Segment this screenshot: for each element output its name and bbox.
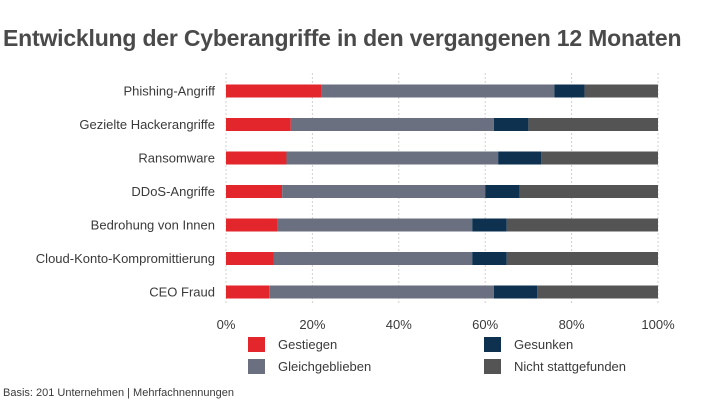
legend-swatch-gesunken bbox=[484, 337, 501, 352]
x-tick-label: 100% bbox=[641, 317, 675, 332]
bar-segment bbox=[226, 185, 283, 198]
bar-segment bbox=[519, 185, 658, 198]
legend-swatch-gleichgeblieben bbox=[248, 359, 265, 374]
category-label: Gezielte Hackerangriffe bbox=[79, 117, 215, 132]
legend-item-gleichgeblieben: Gleichgeblieben bbox=[248, 359, 371, 374]
category-label: Bedrohung von Innen bbox=[91, 218, 215, 233]
bar-segment bbox=[321, 84, 555, 98]
category-labels: Phishing-Angriff Gezielte Hackerangriffe R… bbox=[36, 84, 216, 300]
bar-segment bbox=[286, 151, 499, 165]
legend-swatch-gestiegen bbox=[248, 337, 265, 352]
bar-segment bbox=[226, 151, 287, 165]
footnote: Basis: 201 Unternehmen | Mehrfachnennung… bbox=[3, 387, 234, 399]
bar-segment bbox=[493, 118, 529, 131]
category-label: Cloud-Konto-Kompromittierung bbox=[36, 251, 215, 266]
x-axis-tick-labels: 0% 20% 40% 60% 80% 100% bbox=[217, 317, 675, 332]
category-label: Phishing-Angriff bbox=[123, 84, 215, 99]
bar-segment bbox=[226, 218, 278, 232]
bar-segment bbox=[290, 118, 494, 131]
bar-segment bbox=[472, 252, 507, 265]
bar-segment bbox=[493, 285, 538, 299]
x-tick-label: 20% bbox=[299, 317, 325, 332]
category-label: DDoS-Angriffe bbox=[131, 184, 215, 199]
category-label: CEO Fraud bbox=[149, 285, 215, 300]
legend-swatch-nicht-stattgefunden bbox=[484, 359, 501, 374]
legend-label: Gesunken bbox=[514, 337, 574, 352]
bar-segment bbox=[226, 285, 270, 299]
bar-segment bbox=[226, 252, 274, 265]
bar-segment bbox=[226, 118, 291, 131]
bar-segment bbox=[537, 285, 658, 299]
legend-item-gesunken: Gesunken bbox=[484, 337, 573, 352]
bar-segment bbox=[528, 118, 658, 131]
x-tick-label: 60% bbox=[472, 317, 498, 332]
bar-segment bbox=[498, 151, 542, 165]
bar-segment bbox=[541, 151, 658, 165]
legend-label: Nicht stattgefunden bbox=[514, 359, 627, 374]
bar-segment bbox=[506, 252, 658, 265]
bar-segment bbox=[584, 84, 658, 98]
bar-segment bbox=[472, 218, 507, 232]
x-tick-label: 40% bbox=[386, 317, 412, 332]
bar-segment bbox=[554, 84, 585, 98]
bar-segment bbox=[282, 185, 486, 198]
bar-segment bbox=[269, 285, 494, 299]
x-tick-label: 80% bbox=[559, 317, 585, 332]
legend-item-gestiegen: Gestiegen bbox=[248, 337, 337, 352]
legend-item-nicht-stattgefunden: Nicht stattgefunden bbox=[484, 359, 626, 374]
stacked-bar-chart: Phishing-Angriff Gezielte Hackerangriffe R… bbox=[36, 73, 675, 332]
bar-segment bbox=[273, 252, 473, 265]
legend: Gestiegen Gesunken Gleichgeblieben Nicht… bbox=[248, 337, 688, 383]
bar-segment bbox=[226, 84, 322, 98]
x-tick-label: 0% bbox=[217, 317, 236, 332]
legend-label: Gleichgeblieben bbox=[278, 359, 372, 374]
bar-segment bbox=[506, 218, 658, 232]
legend-label: Gestiegen bbox=[278, 337, 338, 352]
category-label: Ransomware bbox=[138, 151, 215, 166]
chart-title: Entwicklung der Cyberangriffe in den ver… bbox=[3, 25, 682, 51]
bar-series bbox=[226, 84, 658, 299]
bar-segment bbox=[485, 185, 520, 198]
bar-segment bbox=[277, 218, 473, 232]
